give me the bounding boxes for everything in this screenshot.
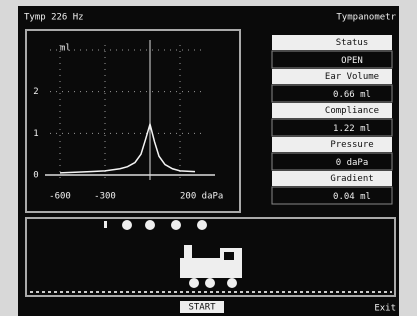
button-exit[interactable]: Exit bbox=[374, 304, 396, 314]
boiler bbox=[180, 258, 220, 278]
panel-label: Gradient bbox=[330, 174, 373, 184]
x-tick-label: -600 bbox=[49, 192, 71, 202]
x-tick-label: -300 bbox=[94, 192, 116, 202]
dot bbox=[197, 220, 207, 230]
dot bbox=[122, 220, 132, 230]
panel-label: Pressure bbox=[330, 140, 373, 150]
y-axis-label: ml bbox=[60, 44, 71, 54]
panel-value: 0 daPa bbox=[336, 158, 369, 168]
page: { "header": {"left": "Tymp 226 Hz", "rig… bbox=[0, 0, 417, 316]
panel-label: Ear Volume bbox=[325, 72, 379, 82]
button-start[interactable]: START bbox=[188, 303, 216, 313]
chimney bbox=[184, 245, 192, 259]
panel-label: Status bbox=[336, 38, 369, 48]
panel-value: OPEN bbox=[341, 56, 363, 66]
wheel bbox=[205, 278, 215, 288]
y-tick-label: 0 bbox=[33, 171, 38, 181]
x-tick-label: 200 daPa bbox=[180, 192, 223, 202]
dot bbox=[104, 221, 107, 228]
y-tick-label: 1 bbox=[33, 129, 38, 139]
panel-label: Compliance bbox=[325, 106, 379, 116]
dot bbox=[145, 220, 155, 230]
dot bbox=[171, 220, 181, 230]
y-tick-label: 2 bbox=[33, 87, 38, 97]
window bbox=[224, 252, 234, 260]
panel-value: 0.66 ml bbox=[333, 90, 371, 100]
panel-value: 1.22 ml bbox=[333, 124, 371, 134]
panel-value: 0.04 ml bbox=[333, 192, 371, 202]
screen: Tymp 226 Hz Tympanometr ml START Exit 0 1… bbox=[0, 0, 417, 316]
header-left: Tymp 226 Hz bbox=[24, 13, 84, 23]
label-bg bbox=[272, 35, 392, 50]
header-right: Tympanometr bbox=[336, 13, 396, 23]
wheel bbox=[227, 278, 237, 288]
wheel bbox=[189, 278, 199, 288]
